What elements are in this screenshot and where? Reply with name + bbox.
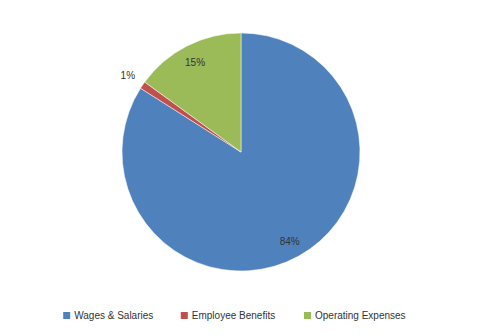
legend-swatch bbox=[63, 312, 70, 319]
pie-slice bbox=[122, 33, 360, 271]
chart-container: 84% 1% 15% Wages & Salaries Employee Benefit… bbox=[0, 0, 482, 335]
legend-swatch bbox=[304, 312, 311, 319]
slices bbox=[122, 33, 360, 271]
pie-slice bbox=[145, 33, 241, 152]
legend-label: Wages & Salaries bbox=[74, 310, 153, 321]
data-label: 84% bbox=[280, 236, 300, 247]
legend-swatch bbox=[181, 312, 188, 319]
data-label: 1% bbox=[121, 70, 136, 81]
legend-label: Employee Benefits bbox=[192, 310, 275, 321]
pie-chart: 84% 1% 15% Wages & Salaries Employee Benefit… bbox=[0, 0, 482, 335]
legend: Wages & Salaries Employee Benefits Operati… bbox=[63, 310, 405, 321]
data-label: 15% bbox=[185, 57, 205, 68]
legend-label: Operating Expenses bbox=[315, 310, 406, 321]
